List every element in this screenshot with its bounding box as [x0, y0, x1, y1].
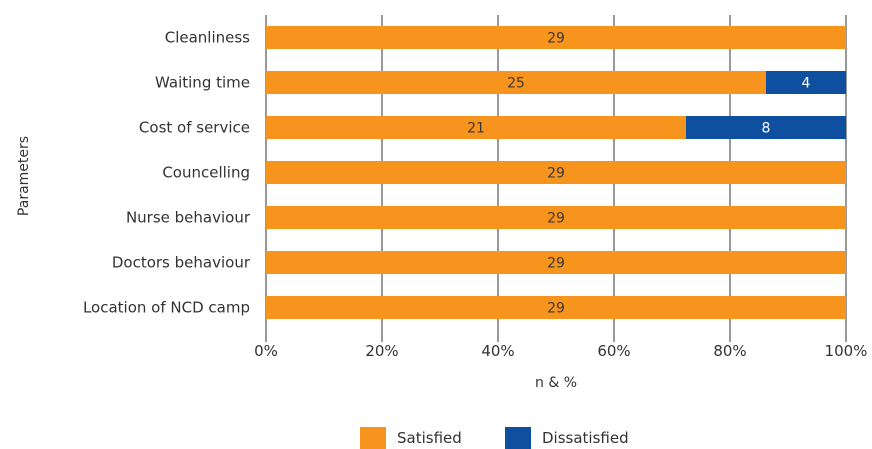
legend-swatch-satisfied: [360, 427, 386, 449]
bar-segment-satisfied: [266, 26, 846, 49]
bar-value-label: 21: [467, 121, 485, 137]
category-labels: Cleanliness Waiting time Cost of service Co…: [83, 29, 251, 317]
category-label: Councelling: [162, 164, 250, 182]
bar-segment-satisfied: [266, 71, 766, 94]
bar-segment-satisfied: [266, 251, 846, 274]
category-label: Nurse behaviour: [126, 209, 251, 227]
bar-value-label: 4: [802, 76, 811, 92]
x-tick-label: 100%: [825, 342, 868, 360]
category-label: Doctors behaviour: [112, 254, 251, 272]
legend: Satisfied Dissatisfied: [360, 427, 629, 449]
x-tick-label: 20%: [365, 342, 398, 360]
bar-value-label: 8: [762, 121, 771, 137]
bar-value-label: 25: [507, 76, 525, 92]
category-label: Location of NCD camp: [83, 299, 250, 317]
bar-value-label: 29: [547, 31, 565, 47]
x-tick-label: 60%: [597, 342, 630, 360]
x-tick-label: 40%: [481, 342, 514, 360]
bar-value-label: 29: [547, 211, 565, 227]
x-axis-title: n & %: [535, 375, 577, 391]
legend-swatch-dissatisfied: [505, 427, 531, 449]
bar-value-label: 29: [547, 256, 565, 272]
bars: 29 25 4 21 8 29 29 29 29: [266, 26, 846, 319]
legend-label: Satisfied: [397, 429, 462, 447]
y-axis-title: Parameters: [16, 136, 32, 216]
category-label: Cost of service: [139, 119, 250, 137]
bar-segment-satisfied: [266, 296, 846, 319]
legend-label: Dissatisfied: [542, 429, 629, 447]
bar-segment-satisfied: [266, 161, 846, 184]
bar-segment-satisfied: [266, 116, 686, 139]
bar-value-label: 29: [547, 166, 565, 182]
category-label: Waiting time: [155, 74, 250, 92]
bar-segment-dissatisfied: [766, 71, 846, 94]
bar-segment-dissatisfied: [686, 116, 846, 139]
bar-value-label: 29: [547, 301, 565, 317]
x-tick-label: 80%: [713, 342, 746, 360]
x-tick-label: 0%: [254, 342, 278, 360]
bar-segment-satisfied: [266, 206, 846, 229]
x-tick-labels: 0% 20% 40% 60% 80% 100%: [254, 342, 867, 360]
category-label: Cleanliness: [165, 29, 250, 47]
